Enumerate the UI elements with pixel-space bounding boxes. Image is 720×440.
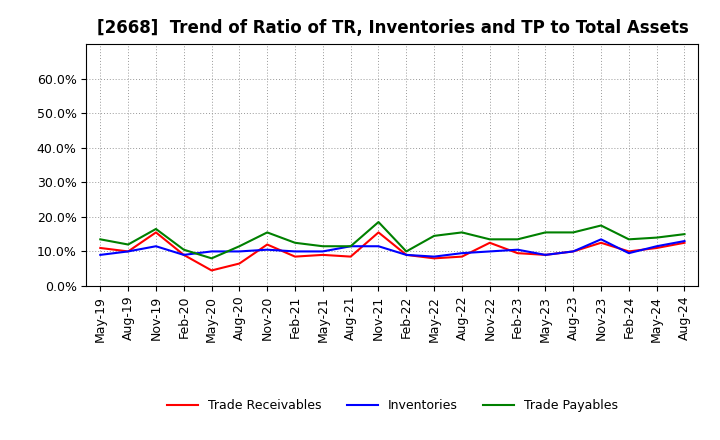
Inventories bbox=[458, 250, 467, 256]
Trade Receivables bbox=[374, 230, 383, 235]
Trade Payables bbox=[569, 230, 577, 235]
Inventories bbox=[318, 249, 327, 254]
Inventories bbox=[624, 250, 633, 256]
Trade Receivables bbox=[179, 252, 188, 257]
Inventories bbox=[291, 249, 300, 254]
Trade Receivables bbox=[680, 240, 689, 246]
Line: Inventories: Inventories bbox=[100, 239, 685, 257]
Trade Receivables bbox=[430, 256, 438, 261]
Trade Payables bbox=[124, 242, 132, 247]
Trade Receivables bbox=[402, 252, 410, 257]
Inventories bbox=[207, 249, 216, 254]
Trade Payables bbox=[430, 233, 438, 238]
Inventories bbox=[152, 244, 161, 249]
Inventories bbox=[124, 249, 132, 254]
Trade Payables bbox=[152, 226, 161, 231]
Trade Payables bbox=[346, 244, 355, 249]
Line: Trade Payables: Trade Payables bbox=[100, 222, 685, 258]
Trade Receivables bbox=[541, 252, 550, 257]
Trade Payables bbox=[624, 237, 633, 242]
Legend: Trade Receivables, Inventories, Trade Payables: Trade Receivables, Inventories, Trade Pa… bbox=[162, 394, 623, 417]
Trade Receivables bbox=[569, 249, 577, 254]
Inventories bbox=[402, 252, 410, 257]
Inventories bbox=[652, 244, 661, 249]
Trade Payables bbox=[235, 244, 243, 249]
Inventories bbox=[179, 252, 188, 257]
Line: Trade Receivables: Trade Receivables bbox=[100, 232, 685, 271]
Inventories bbox=[680, 238, 689, 244]
Inventories bbox=[96, 252, 104, 257]
Trade Receivables bbox=[458, 254, 467, 259]
Trade Receivables bbox=[485, 240, 494, 246]
Trade Receivables bbox=[207, 268, 216, 273]
Inventories bbox=[346, 244, 355, 249]
Trade Receivables bbox=[235, 261, 243, 266]
Trade Payables bbox=[485, 237, 494, 242]
Trade Payables bbox=[318, 244, 327, 249]
Trade Receivables bbox=[624, 249, 633, 254]
Trade Receivables bbox=[124, 249, 132, 254]
Inventories bbox=[485, 249, 494, 254]
Trade Payables bbox=[652, 235, 661, 240]
Inventories bbox=[430, 254, 438, 259]
Trade Payables bbox=[402, 249, 410, 254]
Inventories bbox=[513, 247, 522, 253]
Trade Payables bbox=[179, 247, 188, 253]
Trade Payables bbox=[458, 230, 467, 235]
Trade Receivables bbox=[96, 246, 104, 251]
Trade Receivables bbox=[652, 246, 661, 251]
Trade Payables bbox=[680, 231, 689, 237]
Trade Payables bbox=[291, 240, 300, 246]
Inventories bbox=[541, 252, 550, 257]
Trade Receivables bbox=[152, 230, 161, 235]
Inventories bbox=[235, 249, 243, 254]
Trade Payables bbox=[541, 230, 550, 235]
Trade Payables bbox=[263, 230, 271, 235]
Inventories bbox=[569, 249, 577, 254]
Trade Payables bbox=[513, 237, 522, 242]
Trade Receivables bbox=[263, 242, 271, 247]
Trade Payables bbox=[374, 220, 383, 225]
Inventories bbox=[597, 237, 606, 242]
Title: [2668]  Trend of Ratio of TR, Inventories and TP to Total Assets: [2668] Trend of Ratio of TR, Inventories… bbox=[96, 19, 688, 37]
Trade Receivables bbox=[513, 250, 522, 256]
Trade Receivables bbox=[346, 254, 355, 259]
Trade Payables bbox=[207, 256, 216, 261]
Trade Receivables bbox=[597, 240, 606, 246]
Inventories bbox=[263, 247, 271, 253]
Inventories bbox=[374, 244, 383, 249]
Trade Payables bbox=[96, 237, 104, 242]
Trade Payables bbox=[597, 223, 606, 228]
Trade Receivables bbox=[291, 254, 300, 259]
Trade Receivables bbox=[318, 252, 327, 257]
